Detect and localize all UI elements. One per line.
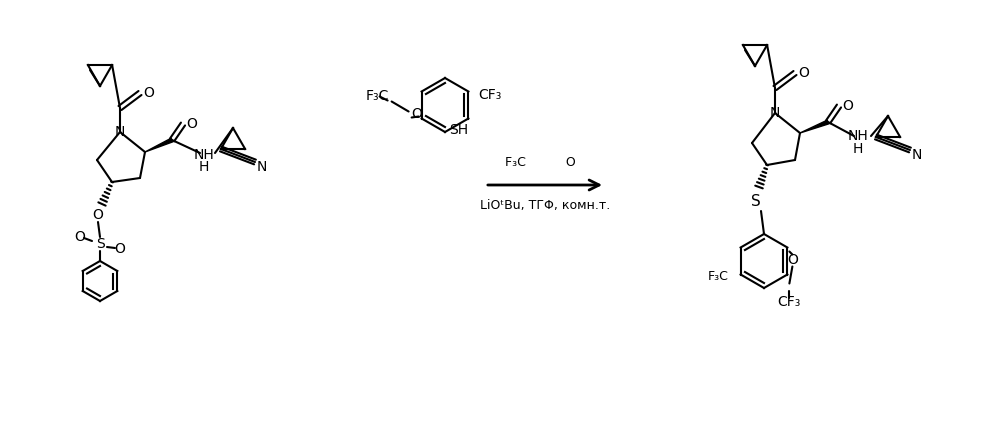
Text: O: O — [75, 230, 85, 244]
Text: O: O — [411, 107, 422, 120]
Text: CF₃: CF₃ — [479, 88, 502, 101]
Text: LiOᵗBu, ТГΦ, комн.т.: LiOᵗBu, ТГΦ, комн.т. — [480, 198, 610, 211]
Text: F₃C: F₃C — [366, 88, 389, 102]
Text: O: O — [843, 99, 853, 113]
Text: CF₃: CF₃ — [778, 295, 801, 309]
Text: O: O — [187, 117, 197, 131]
Text: F₃C: F₃C — [708, 270, 729, 283]
Text: N: N — [115, 125, 125, 139]
Text: NH: NH — [194, 148, 214, 162]
Text: F₃C          O: F₃C O — [505, 155, 575, 168]
Text: N: N — [912, 148, 922, 162]
Text: S: S — [751, 194, 761, 208]
Text: O: O — [799, 66, 809, 80]
Text: O: O — [144, 86, 154, 100]
Text: O: O — [787, 253, 798, 266]
Text: S: S — [96, 237, 104, 251]
Text: SH: SH — [449, 123, 469, 137]
Text: O: O — [93, 208, 103, 222]
Text: N: N — [257, 160, 267, 174]
Text: O: O — [115, 242, 125, 256]
Text: N: N — [770, 106, 780, 120]
Polygon shape — [800, 120, 829, 133]
Text: H: H — [199, 160, 209, 174]
Text: NH: NH — [848, 129, 868, 143]
Text: H: H — [853, 142, 863, 156]
Polygon shape — [145, 138, 173, 152]
